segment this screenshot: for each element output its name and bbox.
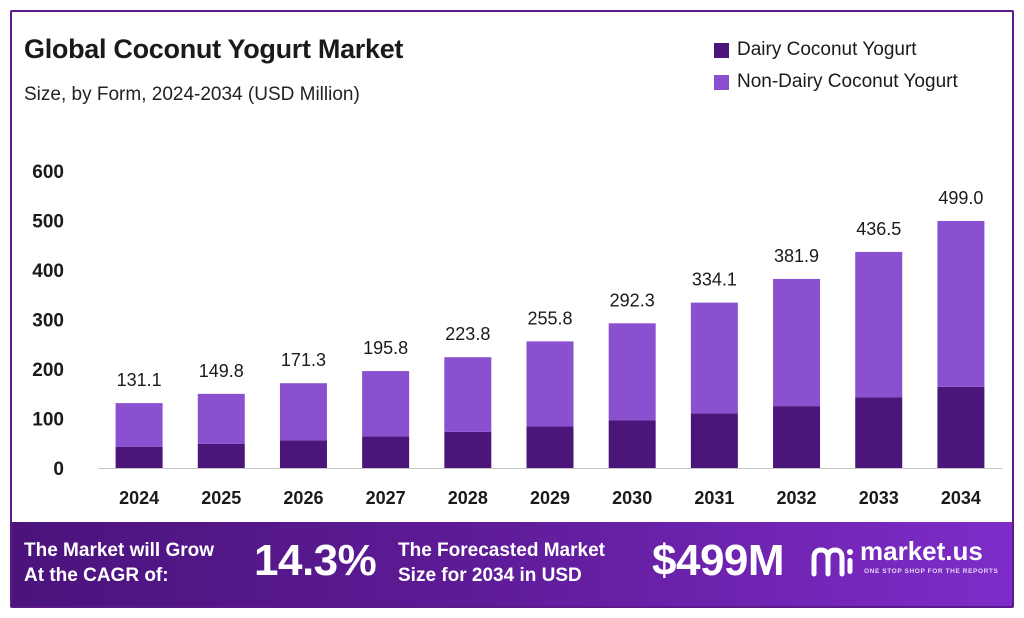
bar-non-dairy-2030 [608, 323, 656, 421]
bar-total-label-2031: 334.1 [692, 270, 737, 290]
y-tick-label: 0 [53, 459, 64, 480]
bar-dairy-2025 [197, 443, 245, 468]
legend-item-non-dairy: Non-Dairy Coconut Yogurt [714, 66, 958, 98]
bar-total-label-2030: 292.3 [610, 290, 655, 310]
bar-total-label-2029: 255.8 [527, 308, 572, 328]
y-tick-label: 600 [32, 162, 64, 183]
x-tick-label-2027: 2027 [366, 488, 406, 508]
bar-dairy-2027 [362, 436, 410, 468]
x-tick-label-2030: 2030 [612, 488, 652, 508]
bar-dairy-2031 [690, 413, 738, 468]
market-us-logo-icon [811, 547, 853, 577]
x-tick-label-2034: 2034 [941, 488, 981, 508]
bar-non-dairy-2029 [526, 341, 574, 427]
y-tick-label: 500 [32, 212, 64, 233]
legend-item-dairy: Dairy Coconut Yogurt [714, 34, 958, 66]
bar-non-dairy-2024 [115, 403, 163, 447]
legend-swatch-non-dairy [714, 74, 729, 90]
cagr-label-line-2: At the CAGR of: [24, 565, 169, 586]
bar-dairy-2029 [526, 426, 574, 468]
y-tick-label: 200 [32, 360, 64, 381]
bar-dairy-2024 [115, 446, 163, 468]
bar-non-dairy-2025 [197, 393, 245, 444]
legend-swatch-dairy [714, 42, 729, 58]
bar-total-label-2034: 499.0 [938, 188, 983, 208]
stacked-bar-chart: 0 100 200 300 400 500 600 131.1 2024 149.8 2025 171… [32, 162, 1002, 508]
brand-tagline: ONE STOP SHOP FOR THE REPORTS [864, 568, 999, 575]
bar-total-label-2024: 131.1 [117, 370, 162, 390]
bar-dairy-2032 [773, 406, 821, 468]
bar-total-label-2027: 195.8 [363, 338, 408, 358]
bar-non-dairy-2026 [279, 383, 327, 441]
bar-dairy-2028 [444, 431, 492, 468]
bar-dairy-2034 [937, 386, 985, 468]
legend-label-dairy: Dairy Coconut Yogurt [737, 39, 917, 60]
x-tick-label-2033: 2033 [859, 488, 899, 508]
forecast-value: $499M [652, 536, 785, 585]
x-tick-label-2032: 2032 [777, 488, 817, 508]
bar-non-dairy-2028 [444, 357, 492, 432]
x-tick-label-2029: 2029 [530, 488, 570, 508]
bar-dairy-2033 [855, 397, 903, 468]
brand-name: market.us [860, 536, 983, 566]
bar-dairy-2030 [608, 420, 656, 468]
chart-subtitle: Size, by Form, 2024-2034 (USD Million) [24, 84, 360, 105]
bar-non-dairy-2032 [773, 278, 821, 407]
summary-banner: The Market will Grow At the CAGR of: 14.… [12, 522, 1012, 606]
bar-total-label-2026: 171.3 [281, 350, 326, 370]
bar-non-dairy-2033 [855, 251, 903, 398]
x-tick-label-2026: 2026 [283, 488, 323, 508]
cagr-label-line-1: The Market will Grow [24, 540, 215, 561]
bar-non-dairy-2031 [690, 302, 738, 414]
legend-label-non-dairy: Non-Dairy Coconut Yogurt [737, 71, 958, 92]
cagr-value: 14.3% [254, 536, 377, 585]
bar-total-label-2033: 436.5 [856, 219, 901, 239]
forecast-label-line-2: Size for 2034 in USD [398, 565, 582, 586]
chart-title: Global Coconut Yogurt Market [24, 34, 404, 64]
bar-total-label-2028: 223.8 [445, 324, 490, 344]
forecast-label-line-1: The Forecasted Market [398, 540, 605, 561]
forecast-label: The Forecasted Market Size for 2034 in U… [398, 538, 605, 588]
bar-dairy-2026 [279, 440, 327, 468]
y-tick-label: 400 [32, 261, 64, 282]
cagr-label: The Market will Grow At the CAGR of: [24, 538, 214, 588]
bar-total-label-2025: 149.8 [199, 361, 244, 381]
y-tick-label: 100 [32, 410, 64, 431]
legend: Dairy Coconut Yogurt Non-Dairy Coconut Y… [714, 34, 958, 98]
y-tick-label: 300 [32, 311, 64, 332]
x-tick-label-2028: 2028 [448, 488, 488, 508]
bar-non-dairy-2034 [937, 220, 985, 387]
x-tick-label-2031: 2031 [694, 488, 734, 508]
bar-non-dairy-2027 [362, 371, 410, 437]
x-tick-label-2024: 2024 [119, 488, 159, 508]
bar-total-label-2032: 381.9 [774, 246, 819, 266]
chart-frame: Global Coconut Yogurt Market Size, by Fo… [10, 10, 1014, 608]
x-tick-label-2025: 2025 [201, 488, 241, 508]
